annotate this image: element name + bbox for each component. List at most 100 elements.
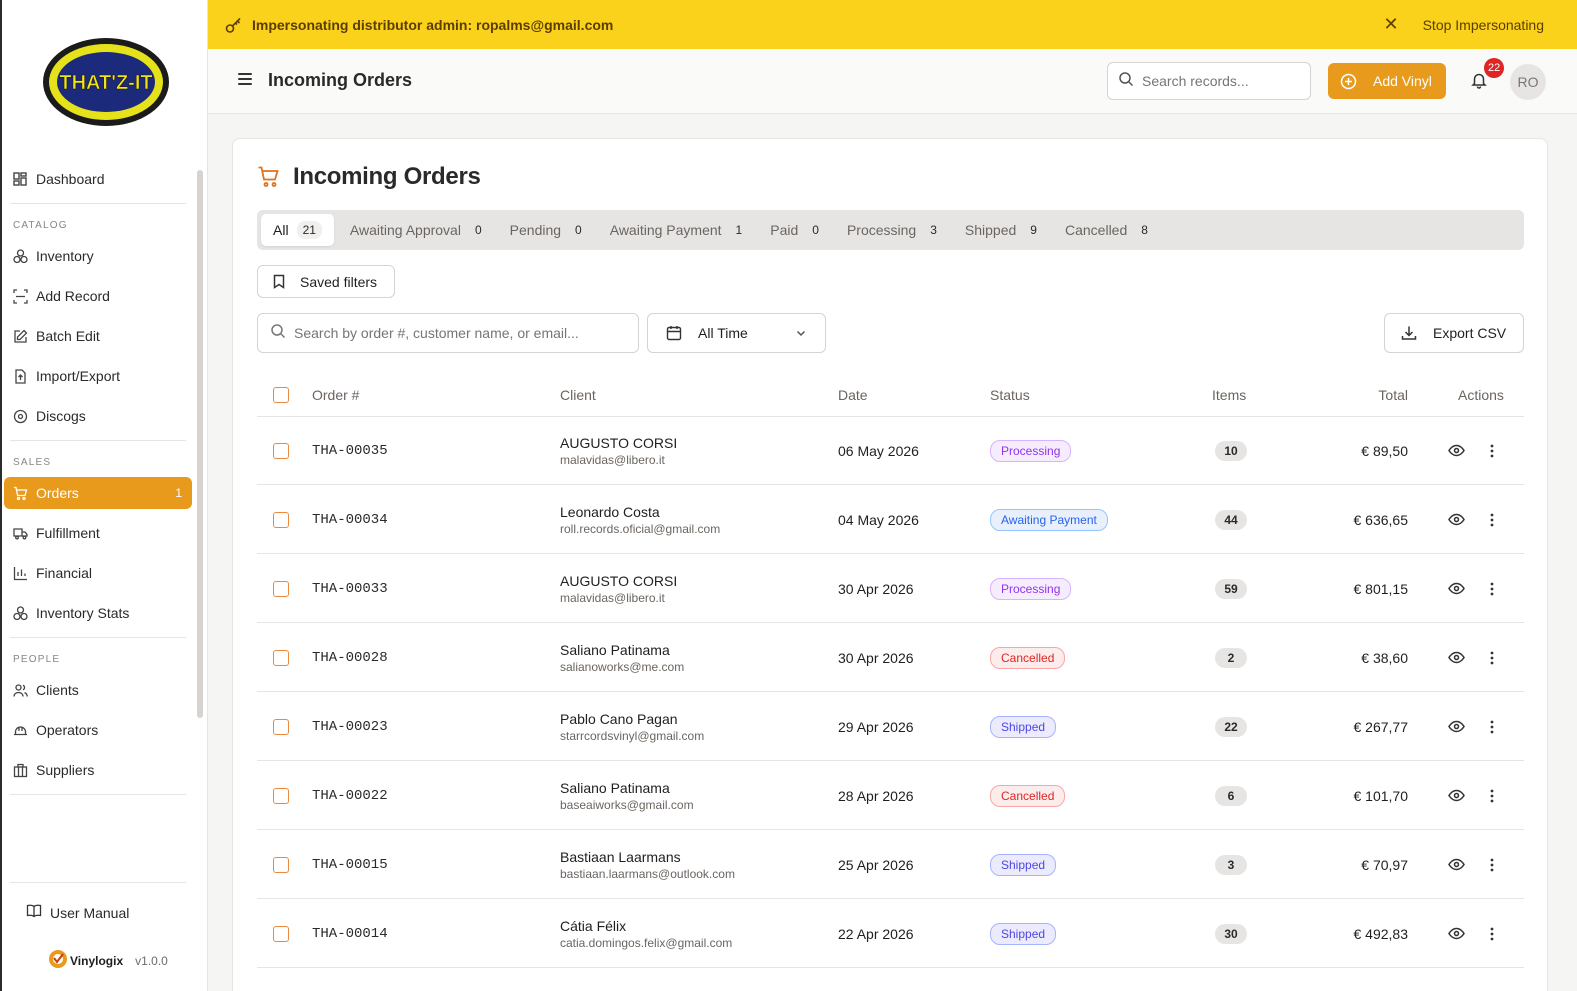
eye-icon[interactable] xyxy=(1448,649,1465,666)
close-icon[interactable]: ✕ xyxy=(1383,14,1399,34)
tab-paid[interactable]: Paid 0 xyxy=(758,214,831,246)
saved-filters-button[interactable]: Saved filters xyxy=(257,265,395,298)
tab-pending[interactable]: Pending 0 xyxy=(498,214,594,246)
order-search[interactable] xyxy=(257,313,639,353)
tab-cancelled[interactable]: Cancelled 8 xyxy=(1053,214,1160,246)
user-manual-link[interactable]: User Manual xyxy=(26,903,129,922)
row-menu-button[interactable] xyxy=(1484,831,1500,898)
bell-icon[interactable] xyxy=(1470,71,1490,91)
column-header-status[interactable]: Status xyxy=(990,386,1030,403)
company-logo[interactable]: THAT'Z-IT xyxy=(38,14,174,150)
sidebar-item-inventory[interactable]: Inventory xyxy=(4,240,192,272)
row-menu-button[interactable] xyxy=(1484,624,1500,691)
eye-icon[interactable] xyxy=(1448,718,1465,735)
sidebar-item-operators[interactable]: Operators xyxy=(4,714,192,746)
table-row[interactable]: THA-00034 Leonardo Costa roll.records.ofic… xyxy=(257,486,1524,554)
view-order-button[interactable] xyxy=(1448,417,1465,484)
column-header-items[interactable]: Items xyxy=(1212,386,1247,403)
more-vertical-icon[interactable] xyxy=(1484,581,1500,597)
eye-icon[interactable] xyxy=(1448,856,1465,873)
row-checkbox[interactable] xyxy=(273,856,289,873)
export-csv-button[interactable]: Export CSV xyxy=(1384,313,1524,353)
sidebar-scrollbar[interactable] xyxy=(197,170,203,718)
row-menu-button[interactable] xyxy=(1484,900,1500,967)
view-order-button[interactable] xyxy=(1448,486,1465,553)
row-menu-button[interactable] xyxy=(1484,417,1500,484)
order-number[interactable]: THA-00015 xyxy=(312,856,388,873)
tab-awaiting-approval[interactable]: Awaiting Approval 0 xyxy=(338,214,494,246)
eye-icon[interactable] xyxy=(1448,580,1465,597)
order-search-input[interactable] xyxy=(294,325,624,341)
row-checkbox[interactable] xyxy=(273,787,289,804)
table-row[interactable]: THA-00028 Saliano Patinama salianoworks@me… xyxy=(257,624,1524,692)
sidebar-item-financial[interactable]: Financial xyxy=(4,557,192,589)
table-row[interactable]: THA-00023 Pablo Cano Pagan starrcordsvinyl… xyxy=(257,693,1524,761)
table-row[interactable]: THA-00022 Saliano Patinama baseaiworks@gma… xyxy=(257,762,1524,830)
tab-processing[interactable]: Processing 3 xyxy=(835,214,949,246)
sidebar-item-import-export[interactable]: Import/Export xyxy=(4,360,192,392)
sidebar-item-batch-edit[interactable]: Batch Edit xyxy=(4,320,192,352)
order-number[interactable]: THA-00034 xyxy=(312,511,388,528)
add-vinyl-button[interactable]: Add Vinyl xyxy=(1328,63,1446,99)
date-range-select[interactable]: All Time xyxy=(647,313,826,353)
more-vertical-icon[interactable] xyxy=(1484,512,1500,528)
more-vertical-icon[interactable] xyxy=(1484,719,1500,735)
eye-icon[interactable] xyxy=(1448,925,1465,942)
more-vertical-icon[interactable] xyxy=(1484,926,1500,942)
eye-icon[interactable] xyxy=(1448,787,1465,804)
view-order-button[interactable] xyxy=(1448,900,1465,967)
view-order-button[interactable] xyxy=(1448,831,1465,898)
row-checkbox[interactable] xyxy=(273,649,289,666)
sidebar-item-add-record[interactable]: Add Record xyxy=(4,280,192,312)
tab-all[interactable]: All 21 xyxy=(261,214,334,246)
row-checkbox[interactable] xyxy=(273,925,289,942)
table-row[interactable]: THA-00014 Cátia Félix catia.domingos.felix… xyxy=(257,900,1524,968)
sidebar-item-suppliers[interactable]: Suppliers xyxy=(4,754,192,786)
table-row[interactable]: THA-00015 Bastiaan Laarmans bastiaan.laarm… xyxy=(257,831,1524,899)
more-vertical-icon[interactable] xyxy=(1484,443,1500,459)
column-header-date[interactable]: Date xyxy=(838,386,868,403)
row-menu-button[interactable] xyxy=(1484,693,1500,760)
column-header-client[interactable]: Client xyxy=(560,386,596,403)
column-header-order[interactable]: Order # xyxy=(312,386,360,403)
table-row[interactable]: THA-00033 AUGUSTO CORSI malavidas@libero.i… xyxy=(257,555,1524,623)
column-header-total[interactable]: Total xyxy=(1378,386,1408,403)
order-number[interactable]: THA-00035 xyxy=(312,442,388,459)
tab-shipped[interactable]: Shipped 9 xyxy=(953,214,1049,246)
tab-awaiting-payment[interactable]: Awaiting Payment 1 xyxy=(598,214,755,246)
view-order-button[interactable] xyxy=(1448,693,1465,760)
order-number[interactable]: THA-00033 xyxy=(312,580,388,597)
menu-toggle-icon[interactable] xyxy=(238,73,252,85)
view-order-button[interactable] xyxy=(1448,555,1465,622)
view-order-button[interactable] xyxy=(1448,624,1465,691)
row-checkbox[interactable] xyxy=(273,442,289,459)
eye-icon[interactable] xyxy=(1448,511,1465,528)
row-menu-button[interactable] xyxy=(1484,762,1500,829)
order-number[interactable]: THA-00022 xyxy=(312,787,388,804)
sidebar-item-discogs[interactable]: Discogs xyxy=(4,400,192,432)
eye-icon[interactable] xyxy=(1448,442,1465,459)
more-vertical-icon[interactable] xyxy=(1484,857,1500,873)
row-checkbox[interactable] xyxy=(273,718,289,735)
view-order-button[interactable] xyxy=(1448,762,1465,829)
order-number[interactable]: THA-00014 xyxy=(312,925,388,942)
stop-impersonating-button[interactable]: ✕ Stop Impersonating xyxy=(1384,0,1545,49)
sidebar-item-orders[interactable]: Orders 1 xyxy=(4,477,192,509)
avatar[interactable]: RO xyxy=(1510,64,1546,100)
global-search[interactable] xyxy=(1107,62,1311,100)
row-menu-button[interactable] xyxy=(1484,486,1500,553)
sidebar-item-dashboard[interactable]: Dashboard xyxy=(4,163,192,195)
row-menu-button[interactable] xyxy=(1484,555,1500,622)
row-checkbox[interactable] xyxy=(273,580,289,597)
order-number[interactable]: THA-00023 xyxy=(312,718,388,735)
sidebar-item-fulfillment[interactable]: Fulfillment xyxy=(4,517,192,549)
select-all-checkbox[interactable] xyxy=(273,386,289,403)
row-checkbox[interactable] xyxy=(273,511,289,528)
order-number[interactable]: THA-00028 xyxy=(312,649,388,666)
global-search-input[interactable] xyxy=(1142,73,1302,89)
sidebar-item-inventory-stats[interactable]: Inventory Stats xyxy=(4,597,192,629)
more-vertical-icon[interactable] xyxy=(1484,650,1500,666)
more-vertical-icon[interactable] xyxy=(1484,788,1500,804)
sidebar-item-clients[interactable]: Clients xyxy=(4,674,192,706)
table-row[interactable]: THA-00035 AUGUSTO CORSI malavidas@libero.i… xyxy=(257,417,1524,485)
